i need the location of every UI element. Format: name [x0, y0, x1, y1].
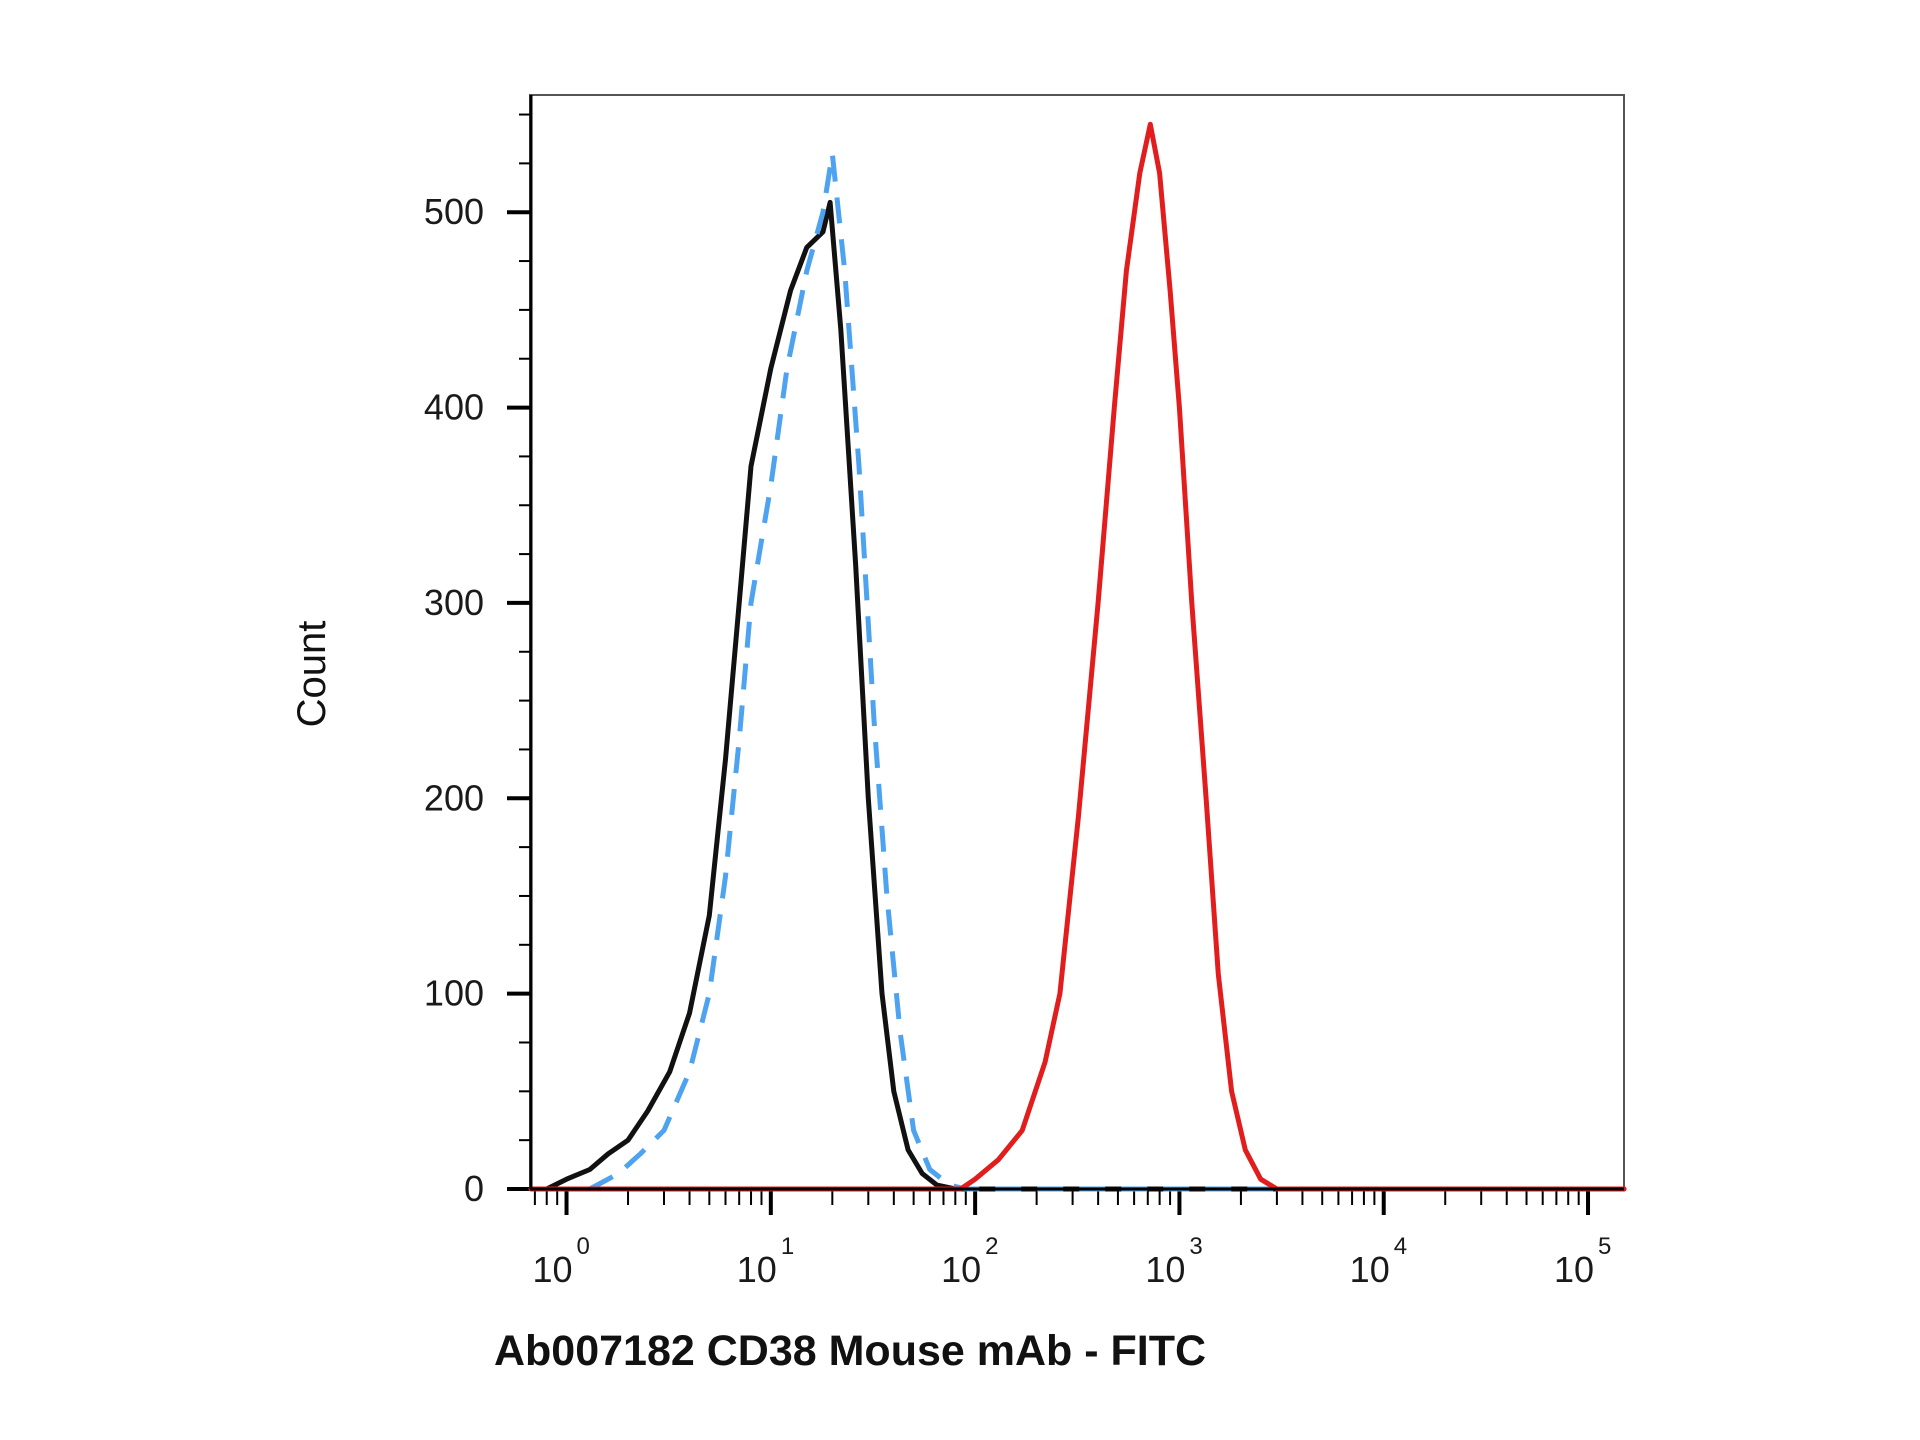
x-tick-label: 10: [737, 1249, 777, 1290]
series-group: [528, 121, 1627, 1192]
y-tick-label: 0: [464, 1168, 484, 1209]
series-line-3: [528, 121, 1627, 1192]
x-tick-label: 10: [1554, 1249, 1594, 1290]
x-tick-label: 10: [1350, 1249, 1390, 1290]
x-tick-exponent: 3: [1189, 1233, 1202, 1260]
y-ticks: 0 100 200 300 400 500: [424, 191, 531, 1209]
x-tick-exponent: 5: [1598, 1233, 1611, 1260]
y-tick-label: 500: [424, 191, 484, 232]
x-tick-label: 10: [532, 1249, 572, 1290]
series-line-2: [588, 151, 1624, 1192]
x-tick-label: 10: [941, 1249, 981, 1290]
y-minor-ticks: [519, 113, 531, 1142]
y-tick-label: 400: [424, 387, 484, 428]
x-tick-exponent: 2: [985, 1233, 998, 1260]
x-tick-label: 10: [1145, 1249, 1185, 1290]
series-line-1: [544, 199, 1627, 1192]
plot-frame: [529, 94, 1625, 1190]
x-tick-exponent: 0: [577, 1233, 590, 1260]
x-tick-exponent: 1: [781, 1233, 794, 1260]
y-tick-label: 300: [424, 582, 484, 623]
x-tick-exponent: 4: [1394, 1233, 1407, 1260]
y-tick-label: 100: [424, 973, 484, 1014]
y-tick-label: 200: [424, 777, 484, 818]
y-axis-label: Count: [290, 621, 334, 728]
x-axis-label: Ab007182 CD38 Mouse mAb - FITC: [494, 1327, 1206, 1375]
